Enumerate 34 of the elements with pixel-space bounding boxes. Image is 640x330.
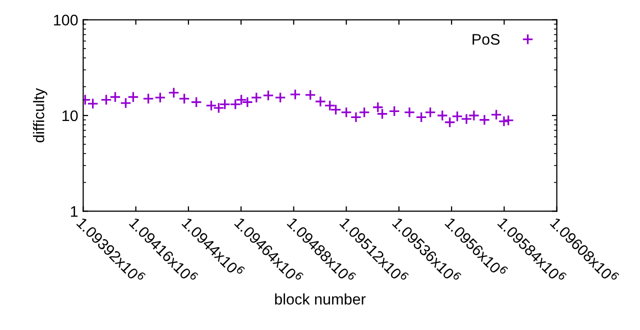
point bbox=[436, 110, 448, 122]
point bbox=[340, 106, 352, 118]
y-axis-title: difficulty bbox=[33, 88, 48, 142]
point bbox=[110, 91, 121, 103]
point bbox=[178, 92, 190, 104]
point bbox=[388, 105, 400, 117]
point bbox=[142, 92, 154, 104]
point bbox=[372, 102, 384, 113]
point bbox=[274, 92, 286, 104]
point bbox=[168, 87, 180, 98]
point bbox=[416, 112, 427, 123]
point bbox=[242, 96, 254, 108]
point bbox=[87, 98, 99, 110]
point bbox=[490, 108, 502, 120]
point bbox=[424, 106, 436, 118]
y-tick-label: 100 bbox=[54, 14, 78, 26]
point bbox=[206, 100, 217, 112]
point bbox=[404, 106, 416, 118]
point bbox=[290, 88, 301, 100]
point bbox=[314, 96, 326, 108]
point bbox=[190, 96, 202, 108]
point bbox=[154, 92, 166, 104]
y-tick-label: 1 bbox=[71, 206, 78, 217]
legend-label: PoS bbox=[472, 34, 500, 45]
point bbox=[100, 94, 112, 106]
point bbox=[324, 100, 336, 112]
point bbox=[262, 90, 274, 102]
point bbox=[376, 108, 388, 120]
point bbox=[478, 114, 490, 126]
y-tick-label: 10 bbox=[62, 110, 78, 122]
point bbox=[330, 104, 342, 116]
point bbox=[250, 92, 262, 104]
point bbox=[304, 89, 316, 101]
x-axis-title: block number bbox=[275, 293, 366, 305]
